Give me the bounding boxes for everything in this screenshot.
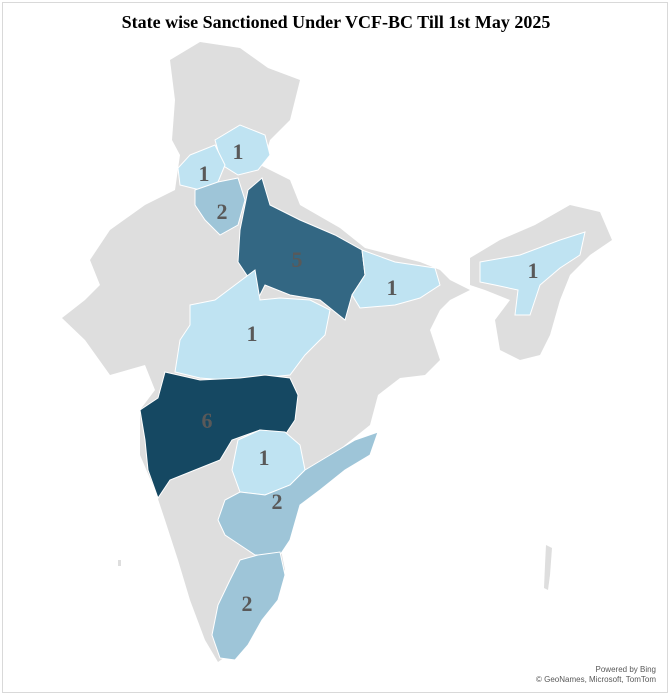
label-maharashtra: 6 bbox=[202, 408, 213, 433]
state-uttar-pradesh[interactable] bbox=[237, 177, 366, 321]
lakshadweep-islands bbox=[118, 560, 121, 566]
andaman-islands bbox=[544, 545, 552, 590]
label-telangana: 1 bbox=[259, 445, 270, 470]
map-attribution: Powered by Bing © GeoNames, Microsoft, T… bbox=[536, 665, 656, 685]
state-haryana[interactable] bbox=[194, 177, 246, 236]
label-uttar-pradesh: 5 bbox=[292, 247, 303, 272]
label-bihar: 1 bbox=[387, 275, 398, 300]
powered-by-text: Powered by Bing bbox=[595, 665, 656, 674]
copyright-text: © GeoNames, Microsoft, TomTom bbox=[536, 675, 656, 684]
label-assam: 1 bbox=[528, 258, 539, 283]
state-maharashtra[interactable] bbox=[139, 371, 299, 500]
state-madhya-pradesh[interactable] bbox=[174, 269, 331, 381]
label-andhra-pradesh: 2 bbox=[272, 489, 283, 514]
label-tamil-nadu: 2 bbox=[242, 591, 253, 616]
label-madhya-pradesh: 1 bbox=[247, 321, 258, 346]
label-punjab: 1 bbox=[199, 161, 210, 186]
state-bihar[interactable] bbox=[351, 249, 441, 309]
label-himachal-pradesh: 1 bbox=[233, 139, 244, 164]
map-title: State wise Sanctioned Under VCF-BC Till … bbox=[121, 12, 551, 32]
label-haryana: 2 bbox=[217, 199, 228, 224]
state-assam[interactable] bbox=[479, 231, 586, 316]
state-tamil-nadu[interactable] bbox=[211, 551, 286, 661]
